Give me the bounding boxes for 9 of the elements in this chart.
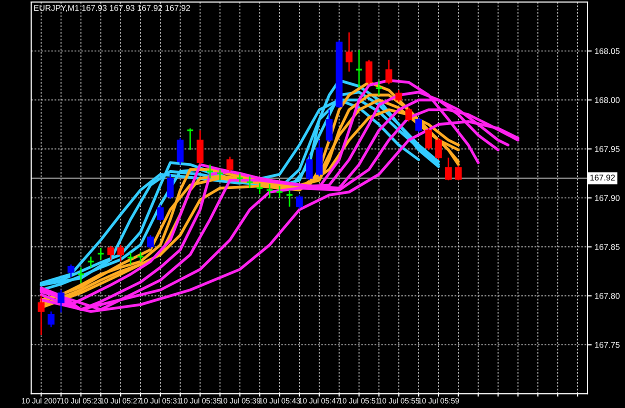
y-tick-label: 168.05 xyxy=(595,48,620,54)
y-tick-label: 167.75 xyxy=(595,342,620,348)
y-tick-label: 167.80 xyxy=(595,293,620,299)
chart-title: EURJPY,M1 167.93 167.93 167.92 167.92 xyxy=(34,5,190,12)
y-tick-label: 167.85 xyxy=(595,244,620,250)
y-tick-label: 167.95 xyxy=(595,146,620,152)
y-tick-label: 168.00 xyxy=(595,97,620,104)
y-tick-label: 167.90 xyxy=(595,195,620,201)
ref-line-label: 167.92 xyxy=(590,174,615,181)
